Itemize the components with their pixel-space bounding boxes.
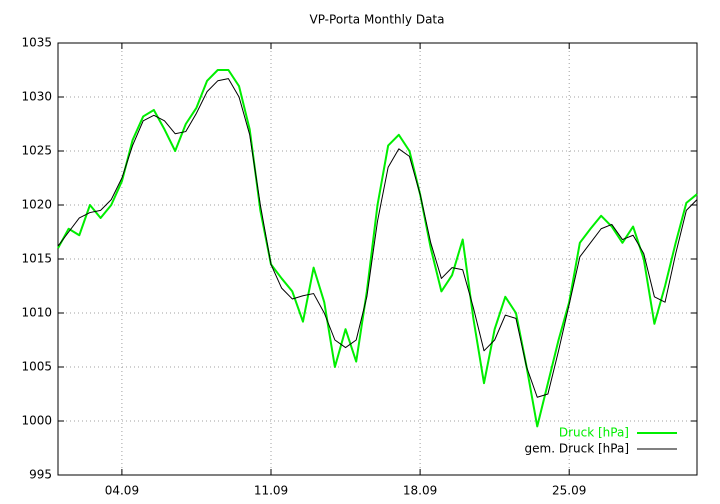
legend-label: gem. Druck [hPa] <box>525 442 629 456</box>
data-line <box>57 78 698 398</box>
y-tick-label: 1005 <box>21 360 52 374</box>
x-tick-label: 25.09 <box>552 484 586 498</box>
x-tick-label: 18.09 <box>403 484 437 498</box>
chart-title: VP-Porta Monthly Data <box>310 13 445 27</box>
y-tick-label: 1015 <box>21 252 52 266</box>
y-tick-label: 1010 <box>21 306 52 320</box>
y-tick-label: 995 <box>29 468 52 482</box>
y-tick-label: 1020 <box>21 198 52 212</box>
x-tick-label: 11.09 <box>254 484 288 498</box>
y-tick-label: 1025 <box>21 144 52 158</box>
plot-frame <box>57 42 698 476</box>
data-line <box>57 69 698 428</box>
legend-label: Druck [hPa] <box>559 426 629 440</box>
y-tick-label: 1000 <box>21 414 52 428</box>
y-tick-label: 1035 <box>21 36 52 50</box>
x-tick-label: 04.09 <box>105 484 139 498</box>
y-tick-label: 1030 <box>21 90 52 104</box>
